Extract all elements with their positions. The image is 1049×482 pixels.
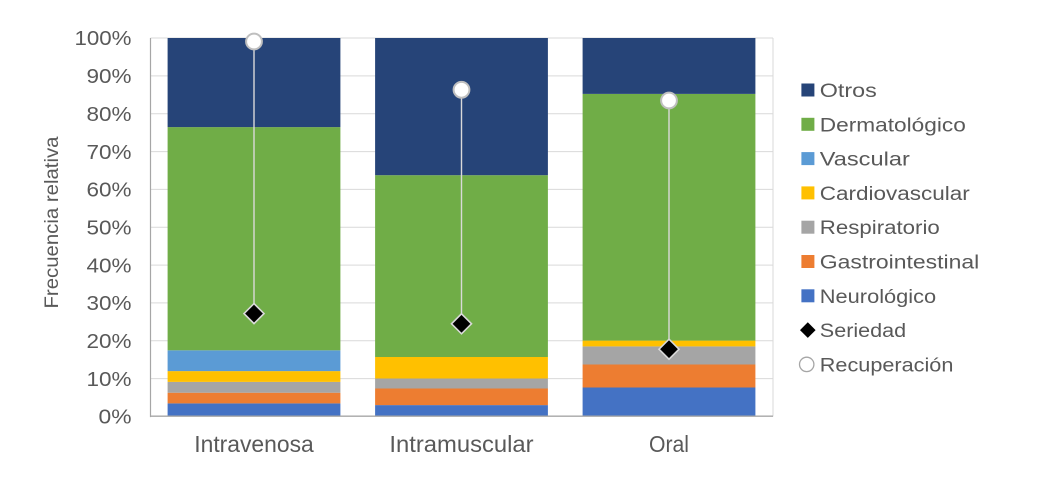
svg-text:30%: 30% (87, 293, 132, 315)
svg-text:100%: 100% (75, 28, 132, 50)
svg-text:Respiratorio: Respiratorio (820, 218, 940, 239)
svg-text:80%: 80% (87, 104, 132, 126)
svg-text:Otros: Otros (820, 81, 877, 102)
svg-text:60%: 60% (87, 180, 132, 202)
svg-text:Cardiovascular: Cardiovascular (820, 184, 971, 205)
svg-text:Frecuencia relativa: Frecuencia relativa (42, 136, 63, 308)
svg-text:Recuperación: Recuperación (820, 355, 954, 376)
svg-text:50%: 50% (87, 217, 132, 239)
svg-text:10%: 10% (87, 369, 132, 391)
svg-text:Seriedad: Seriedad (820, 321, 906, 342)
svg-text:Intravenosa: Intravenosa (194, 431, 314, 457)
svg-text:Oral: Oral (649, 431, 689, 457)
svg-text:20%: 20% (87, 331, 132, 353)
svg-text:Intramuscular: Intramuscular (389, 431, 534, 457)
svg-text:70%: 70% (87, 142, 132, 164)
svg-text:0%: 0% (99, 407, 132, 429)
svg-text:Neurológico: Neurológico (820, 287, 936, 308)
svg-text:Gastrointestinal: Gastrointestinal (820, 253, 979, 274)
svg-text:90%: 90% (87, 66, 132, 88)
svg-text:Vascular: Vascular (820, 150, 911, 171)
svg-text:40%: 40% (87, 255, 132, 277)
svg-text:Dermatológico: Dermatológico (820, 115, 966, 136)
